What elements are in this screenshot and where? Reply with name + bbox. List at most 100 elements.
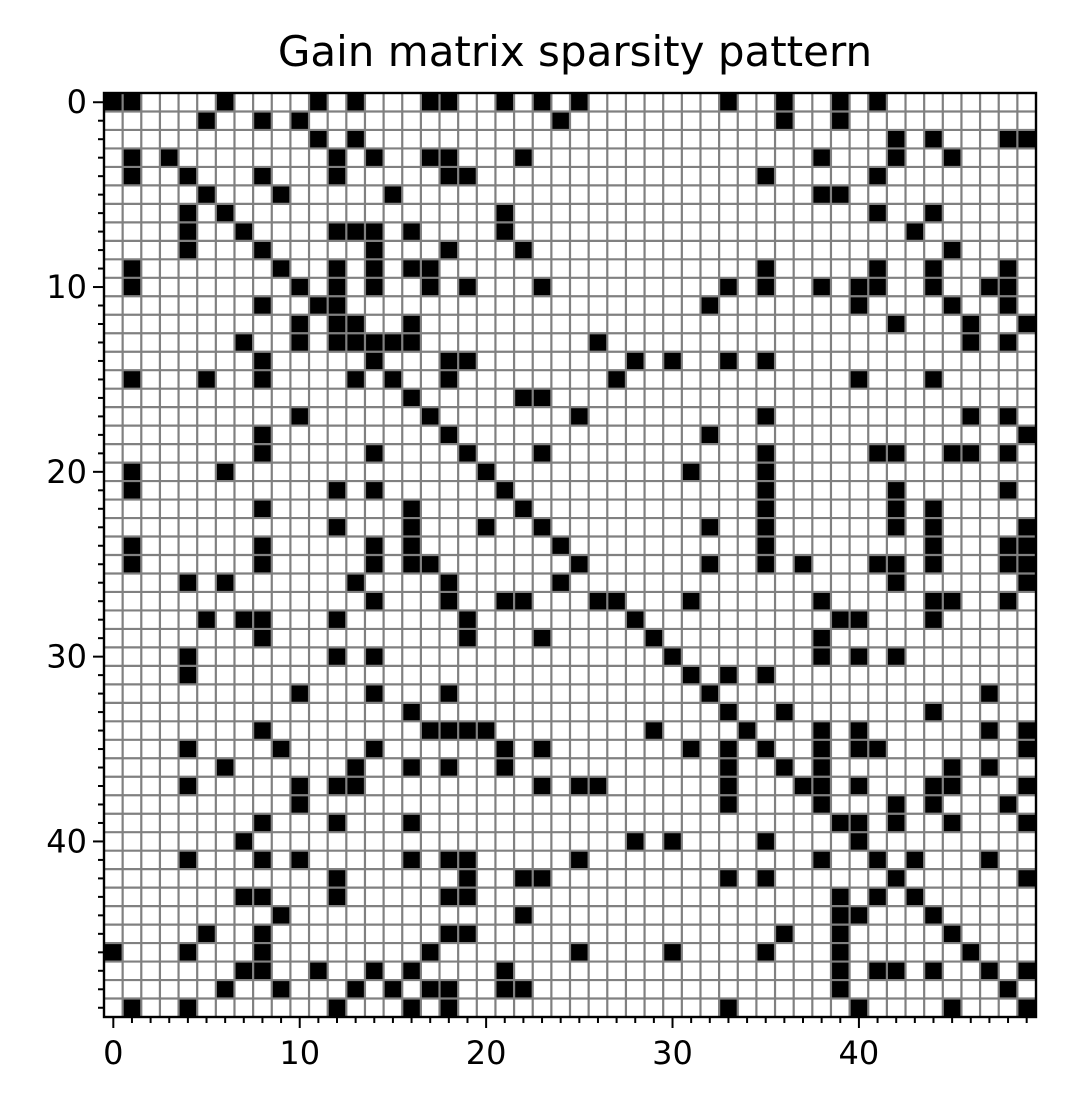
nonzero-cell (886, 795, 906, 814)
nonzero-cell (364, 536, 384, 556)
nonzero-cell (756, 499, 776, 519)
nonzero-cell (178, 222, 198, 242)
nonzero-cell (439, 370, 459, 389)
x-tick-label: 40 (839, 1034, 880, 1072)
nonzero-cell (849, 906, 869, 925)
nonzero-cell (253, 850, 272, 870)
nonzero-cell (961, 314, 981, 334)
nonzero-cell (327, 869, 347, 888)
nonzero-cell (998, 481, 1018, 500)
nonzero-cell (495, 961, 515, 981)
nonzero-cell (402, 536, 422, 556)
nonzero-cell (1017, 721, 1037, 740)
nonzero-cell (439, 850, 459, 870)
nonzero-cell (514, 388, 533, 408)
nonzero-cell (719, 998, 738, 1018)
nonzero-cell (532, 869, 552, 888)
nonzero-cell (756, 536, 776, 556)
nonzero-cell (961, 444, 981, 463)
nonzero-cell (327, 887, 347, 907)
nonzero-cell (364, 684, 384, 704)
nonzero-cell (458, 850, 477, 870)
nonzero-cell (439, 240, 459, 260)
nonzero-cell (402, 259, 422, 278)
nonzero-cell (924, 499, 943, 519)
nonzero-cell (700, 296, 720, 315)
nonzero-cell (215, 462, 235, 482)
nonzero-cell (719, 702, 738, 722)
nonzero-cell (886, 444, 906, 463)
nonzero-cell (253, 111, 272, 131)
nonzero-cell (625, 610, 645, 630)
nonzero-cell (849, 739, 869, 759)
nonzero-cell (364, 351, 384, 371)
nonzero-cell (122, 93, 142, 112)
nonzero-cell (253, 351, 272, 371)
nonzero-cell (868, 444, 888, 463)
nonzero-cell (327, 481, 347, 500)
nonzero-cell (364, 961, 384, 981)
nonzero-cell (756, 166, 776, 186)
nonzero-cell (998, 277, 1018, 297)
nonzero-cell (532, 628, 552, 648)
nonzero-cell (868, 850, 888, 870)
nonzero-cell (458, 351, 477, 371)
nonzero-cell (756, 869, 776, 888)
nonzero-cell (756, 665, 776, 685)
nonzero-cell (327, 296, 347, 315)
nonzero-cell (364, 481, 384, 500)
nonzero-cell (998, 980, 1018, 999)
nonzero-cell (700, 684, 720, 704)
nonzero-cell (886, 314, 906, 334)
nonzero-cell (532, 444, 552, 463)
nonzero-cell (849, 776, 869, 796)
nonzero-cell (383, 980, 403, 999)
nonzero-cell (253, 628, 272, 648)
nonzero-cell (570, 776, 589, 796)
plot-area (102, 91, 1038, 1019)
nonzero-cell (868, 887, 888, 907)
nonzero-cell (402, 388, 422, 408)
nonzero-cell (625, 351, 645, 371)
nonzero-cell (476, 518, 496, 537)
nonzero-cell (439, 93, 459, 112)
nonzero-cell (849, 610, 869, 630)
nonzero-cell (849, 813, 869, 833)
nonzero-cell (812, 721, 832, 740)
nonzero-cell (588, 591, 608, 611)
x-tick-label: 20 (466, 1034, 507, 1072)
nonzero-cell (830, 943, 850, 962)
nonzero-cell (812, 277, 832, 297)
nonzero-cell (402, 961, 422, 981)
nonzero-cell (1017, 869, 1037, 888)
nonzero-cell (830, 887, 850, 907)
nonzero-cell (663, 832, 683, 851)
nonzero-cell (327, 610, 347, 630)
nonzero-cell (775, 111, 794, 131)
nonzero-cell (775, 924, 794, 944)
chart-title: Gain matrix sparsity pattern (278, 27, 872, 76)
nonzero-cell (756, 943, 776, 962)
nonzero-cell (924, 961, 943, 981)
nonzero-cell (364, 148, 384, 168)
nonzero-cell (495, 591, 515, 611)
nonzero-cell (924, 518, 943, 537)
nonzero-cell (886, 813, 906, 833)
nonzero-cell (178, 943, 198, 962)
nonzero-cell (439, 924, 459, 944)
nonzero-cell (924, 555, 943, 574)
nonzero-cell (719, 351, 738, 371)
nonzero-cell (122, 481, 142, 500)
nonzero-cell (886, 499, 906, 519)
nonzero-cell (868, 166, 888, 186)
nonzero-cell (830, 111, 850, 131)
nonzero-cell (588, 333, 608, 352)
nonzero-cell (122, 148, 142, 168)
nonzero-cell (980, 684, 999, 704)
nonzero-cell (420, 259, 440, 278)
nonzero-cell (980, 277, 999, 297)
nonzero-cell (830, 185, 850, 205)
nonzero-cell (849, 277, 869, 297)
nonzero-cell (830, 961, 850, 981)
nonzero-cell (104, 943, 123, 962)
